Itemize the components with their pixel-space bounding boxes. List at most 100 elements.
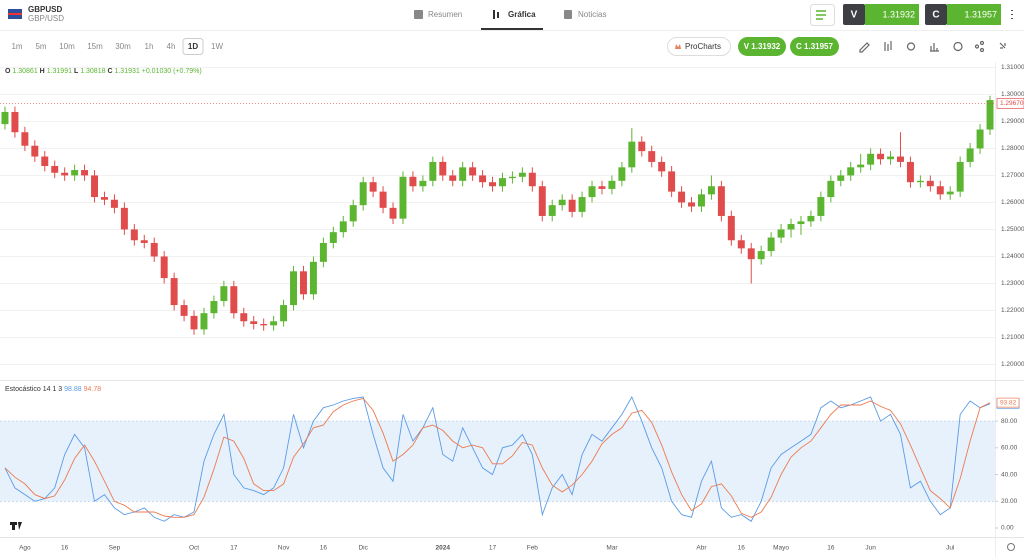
y-tick-label: 1.29000: [1001, 118, 1024, 125]
tab-icon: [493, 10, 495, 19]
candle-body: [469, 167, 477, 176]
draw-icon[interactable]: [859, 42, 870, 53]
buy-box[interactable]: [925, 4, 947, 25]
settings-icon[interactable]: [906, 42, 916, 51]
tab[interactable]: Noticias: [578, 10, 606, 19]
candle-body: [986, 100, 994, 130]
candle-body: [707, 186, 715, 195]
tab-active[interactable]: Gráfica: [508, 10, 536, 19]
candle-body: [558, 199, 566, 206]
candle-body: [777, 229, 785, 238]
x-tick-label: 17: [230, 545, 238, 552]
plot: 1.31000 1.30000 1.29000 1.28000 1.27000 1.260…: [0, 64, 1024, 552]
timeframe[interactable]: 15m: [87, 42, 103, 51]
candle-body: [498, 178, 506, 187]
candle-body: [220, 286, 228, 302]
buy-pill-label: C 1.31957: [796, 42, 833, 51]
x-tick-label: Abr: [696, 545, 707, 552]
timeframe[interactable]: 30m: [115, 42, 131, 51]
collapse-icon[interactable]: [999, 42, 1006, 49]
candle-body: [787, 224, 795, 230]
sell-pill[interactable]: [738, 37, 786, 56]
buy-pill[interactable]: [790, 37, 839, 56]
candle-body: [449, 175, 457, 181]
x-tick-label: 17: [489, 545, 497, 552]
y-tick-label: 40.00: [1001, 471, 1018, 478]
candle-body: [429, 161, 437, 181]
sell-label: V: [851, 10, 858, 21]
indicator-icon[interactable]: [884, 41, 892, 51]
candle-body: [260, 323, 268, 326]
candle-body: [250, 321, 258, 324]
candle-body: [41, 156, 49, 166]
candle-body: [976, 129, 984, 149]
legend-d: 94.78: [84, 386, 102, 393]
timeframe[interactable]: 1m: [11, 42, 22, 51]
candle-body: [926, 180, 934, 187]
ohlc-legend: O 1.30861 H 1.31991 L 1.30818 C 1.31931 …: [5, 68, 202, 75]
timeframe[interactable]: 1D: [188, 42, 198, 51]
candle-body: [717, 186, 725, 216]
add-icon[interactable]: [953, 41, 963, 52]
timeframe[interactable]: 1h: [145, 42, 154, 51]
candle-body: [767, 237, 775, 252]
candle-body: [867, 153, 875, 165]
x-tick-label: 16: [320, 545, 328, 552]
buy-price-box[interactable]: [947, 4, 1001, 25]
timeframe[interactable]: 1W: [211, 42, 223, 51]
chart-type-icon[interactable]: [930, 43, 939, 52]
l-value: 1.30818: [80, 68, 105, 75]
candle-body: [936, 186, 944, 195]
x-tick-label: Feb: [527, 545, 539, 552]
y-tick-label: 1.25000: [1001, 226, 1024, 233]
c-label: C: [107, 68, 112, 75]
y-tick-label: 1.23000: [1001, 280, 1024, 287]
candle-body: [807, 215, 815, 222]
axis-settings-icon[interactable]: [1007, 543, 1015, 551]
y-tick-label: 1.20000: [1001, 361, 1024, 368]
candle-body: [280, 305, 288, 322]
x-tick-label: Sep: [109, 545, 121, 552]
y-tick-label: 1.28000: [1001, 145, 1024, 152]
timeframe[interactable]: 10m: [59, 42, 75, 51]
sell-box[interactable]: [843, 4, 865, 25]
candle-body: [489, 182, 497, 187]
sell-price-box[interactable]: [865, 4, 919, 25]
candle-body: [290, 271, 298, 306]
candle-body: [857, 164, 865, 168]
candle-body: [528, 172, 536, 187]
timeframe[interactable]: 5m: [35, 42, 46, 51]
candle-body: [140, 240, 148, 243]
candle-body: [270, 321, 278, 326]
candle-body: [737, 240, 745, 249]
candle-body: [349, 205, 357, 222]
candle-body: [638, 141, 646, 152]
candle-body: [688, 202, 696, 207]
candle-body: [379, 191, 387, 208]
candle-body: [1, 111, 9, 125]
candle-body: [11, 111, 19, 133]
procharts-button[interactable]: [667, 37, 731, 56]
x-tick-label: Nov: [278, 545, 290, 552]
c-value: 1.31931: [114, 68, 139, 75]
stoch-legend: Estocástico 14 1 3 98.88 94.78: [5, 386, 101, 393]
candle-body: [479, 175, 487, 183]
flag-stripe: [8, 13, 22, 15]
timeframe[interactable]: 4h: [167, 42, 176, 51]
y-tick-label: 1.31000: [1001, 64, 1024, 71]
buy-price: 1.31957: [964, 9, 997, 19]
y-tick-label: 1.30000: [1001, 91, 1024, 98]
candle-body: [618, 167, 626, 181]
tab-underline: [481, 28, 543, 30]
tab-icon: [497, 12, 499, 18]
candle-body: [319, 242, 327, 262]
candle-body: [230, 286, 238, 314]
x-tick-label: 2024: [436, 545, 451, 552]
candle-body: [160, 256, 168, 279]
candle-body: [658, 161, 666, 172]
share-icon[interactable]: [974, 44, 980, 49]
candle-body: [150, 242, 158, 257]
x-tick-label: Mayo: [773, 545, 789, 552]
candle-body: [21, 132, 29, 146]
tab[interactable]: Resumen: [428, 10, 462, 19]
